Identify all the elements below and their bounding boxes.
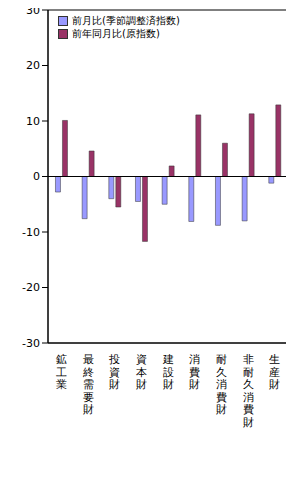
svg-text:-30: -30 [22,337,40,350]
html-text:前月比(季節調整済指数): 前月比(季節調整済指数) [72,15,180,26]
svg-text:20: 20 [26,59,40,72]
svg-text:投資財: 投資財 [108,353,120,391]
svg-text:10: 10 [26,115,40,128]
svg-text:-20: -20 [22,281,40,294]
svg-text:資本財: 資本財 [136,353,147,391]
svg-text:鉱工業: 鉱工業 [56,353,67,391]
svg-text:建設財: 建設財 [162,353,174,391]
svg-text:非耐久消費財: 非耐久消費財 [243,353,254,429]
svg-text:30: 30 [26,8,40,17]
html-text:前年同月比(原指数): 前年同月比(原指数) [72,28,160,39]
svg-text:-10: -10 [22,226,40,239]
svg-text:0: 0 [33,170,40,183]
svg-text:最終需要財: 最終需要財 [82,353,94,416]
svg-text:耐久消費財: 耐久消費財 [216,353,227,416]
svg-text:消費財: 消費財 [189,353,200,391]
svg-text:生産財: 生産財 [269,353,280,391]
